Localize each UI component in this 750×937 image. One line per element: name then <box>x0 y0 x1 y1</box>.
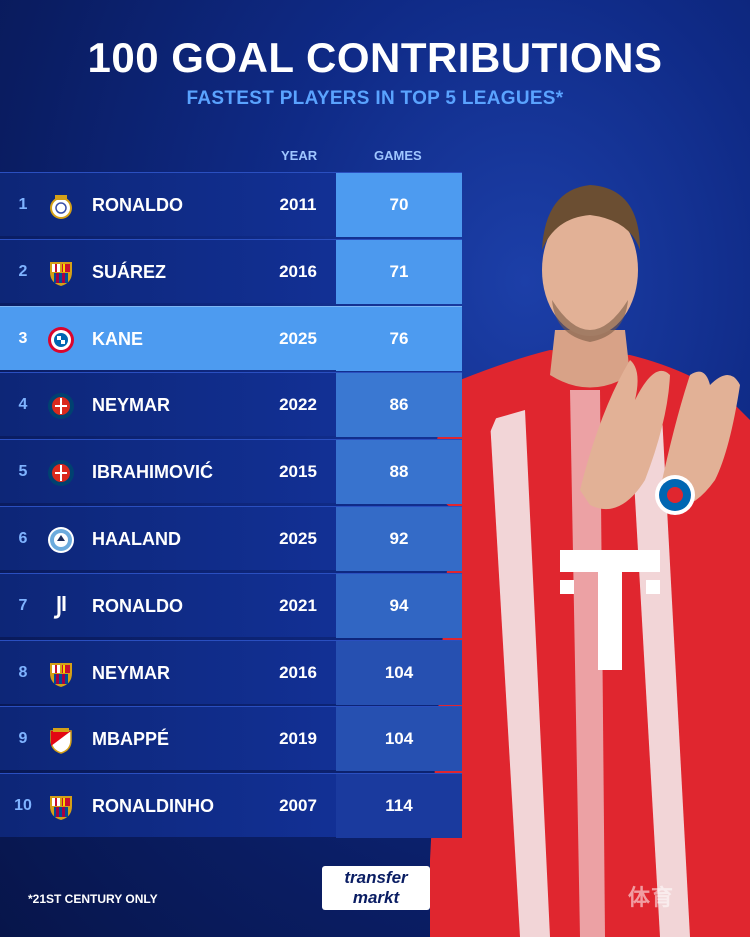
rank: 2 <box>18 262 28 280</box>
monaco-badge-icon <box>47 726 75 755</box>
games: 70 <box>336 173 462 237</box>
real-madrid-badge-icon <box>47 192 75 220</box>
watermark: 体育 <box>628 885 675 910</box>
column-header-year: YEAR <box>281 148 318 163</box>
rank: 8 <box>18 663 28 681</box>
year: 2016 <box>279 261 317 281</box>
year: 2022 <box>279 395 317 415</box>
player-name: RONALDO <box>92 195 183 215</box>
player-name: NEYMAR <box>92 662 171 683</box>
player-name: RONALDINHO <box>92 796 214 817</box>
table-row: 7 RONALDO 2021 94 <box>0 572 462 638</box>
year: 2007 <box>279 796 317 816</box>
year: 2025 <box>279 328 317 348</box>
ranking-table: 1 RONALDO 2011 70 2 SUÁREZ 2016 71 3 KANE 2025 76 4 N… <box>0 172 462 840</box>
page-title: 100 GOAL CONTRIBUTIONS <box>87 34 663 81</box>
table-row: 1 RONALDO 2011 70 <box>0 172 462 237</box>
year: 2021 <box>279 595 317 615</box>
barcelona-badge-icon <box>47 660 75 688</box>
player-name: KANE <box>92 328 144 349</box>
player-name: IBRAHIMOVIĆ <box>92 462 213 483</box>
juventus-badge-icon <box>47 593 75 621</box>
games: 76 <box>336 306 462 371</box>
games: 114 <box>336 774 462 839</box>
man-city-badge-icon <box>47 526 75 554</box>
page-subtitle: FASTEST PLAYERS IN TOP 5 LEAGUES* <box>186 88 564 109</box>
player-name: SUÁREZ <box>92 261 167 282</box>
column-header-games: GAMES <box>374 148 422 163</box>
rank: 7 <box>18 596 28 614</box>
rank: 1 <box>18 196 28 213</box>
games: 94 <box>336 573 462 638</box>
year: 2016 <box>279 662 317 682</box>
games: 104 <box>336 640 462 705</box>
barcelona-badge-icon <box>47 793 75 821</box>
year: 2025 <box>279 528 317 548</box>
year: 2019 <box>279 729 317 749</box>
table-row: 9 MBAPPÉ 2019 104 <box>0 706 462 772</box>
psg-badge-icon <box>47 459 75 487</box>
player-name: RONALDO <box>92 595 183 616</box>
player-name: MBAPPÉ <box>92 729 170 750</box>
games: 104 <box>336 707 462 772</box>
bayern-munich-badge-icon <box>47 326 75 354</box>
table-row: 6 HAALAND 2025 92 <box>0 505 462 571</box>
rank: 4 <box>18 396 28 414</box>
table-row: 3 KANE 2025 76 <box>0 305 462 371</box>
player-name: NEYMAR <box>92 395 171 416</box>
logo-line-2: markt <box>352 888 400 907</box>
table-row: 10 RONALDINHO 2007 114 <box>0 773 462 839</box>
transfermarkt-logo: transfer markt <box>322 866 430 910</box>
barcelona-badge-icon <box>47 259 75 287</box>
logo-line-1: transfer <box>344 868 408 887</box>
rank: 6 <box>18 529 28 547</box>
games: 71 <box>336 239 462 304</box>
year: 2011 <box>279 195 317 214</box>
table-row: 2 SUÁREZ 2016 71 <box>0 238 462 304</box>
rank: 10 <box>14 797 32 815</box>
rank: 9 <box>18 730 28 748</box>
games: 88 <box>336 440 462 505</box>
games: 92 <box>336 506 462 571</box>
year: 2015 <box>279 462 317 482</box>
table-row: 8 NEYMAR 2016 104 <box>0 639 462 705</box>
table-row: 5 IBRAHIMOVIĆ 2015 88 <box>0 439 462 505</box>
rank: 3 <box>18 329 28 347</box>
player-name: HAALAND <box>92 528 181 549</box>
footnote: *21ST CENTURY ONLY <box>28 892 158 906</box>
table-row: 4 NEYMAR 2022 86 <box>0 372 462 438</box>
games: 86 <box>336 373 462 438</box>
rank: 5 <box>18 463 28 481</box>
psg-badge-icon <box>47 392 75 420</box>
player-photo <box>430 185 750 937</box>
